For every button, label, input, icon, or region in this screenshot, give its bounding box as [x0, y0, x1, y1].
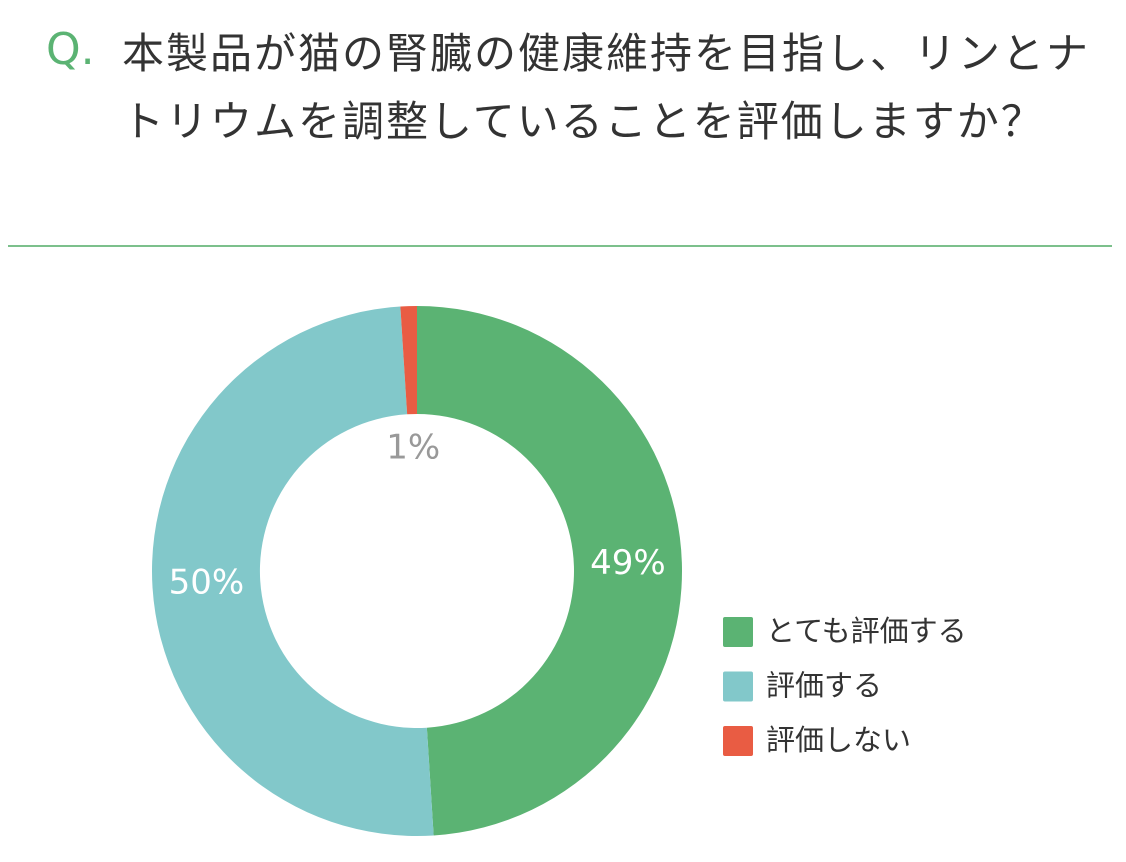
value-label: 50% — [169, 563, 245, 603]
question-marker: Q. — [46, 24, 95, 75]
legend-swatch — [723, 671, 753, 702]
value-label: 1% — [386, 428, 440, 468]
legend-swatch — [723, 726, 753, 756]
donut-slice — [417, 306, 683, 836]
legend-label: 評価する — [766, 669, 882, 703]
value-label: 49% — [590, 543, 666, 583]
legend-label: 評価しない — [766, 723, 911, 757]
separator — [8, 245, 1112, 247]
chart-title: 本製品が猫の腎臓の健康維持を目指し、リンとナトリウムを調整していることを評価しま… — [122, 29, 1091, 146]
legend-label: とても評価する — [766, 614, 967, 648]
donut-slice — [400, 306, 417, 415]
donut-slice — [152, 306, 434, 836]
legend-swatch — [723, 617, 753, 647]
